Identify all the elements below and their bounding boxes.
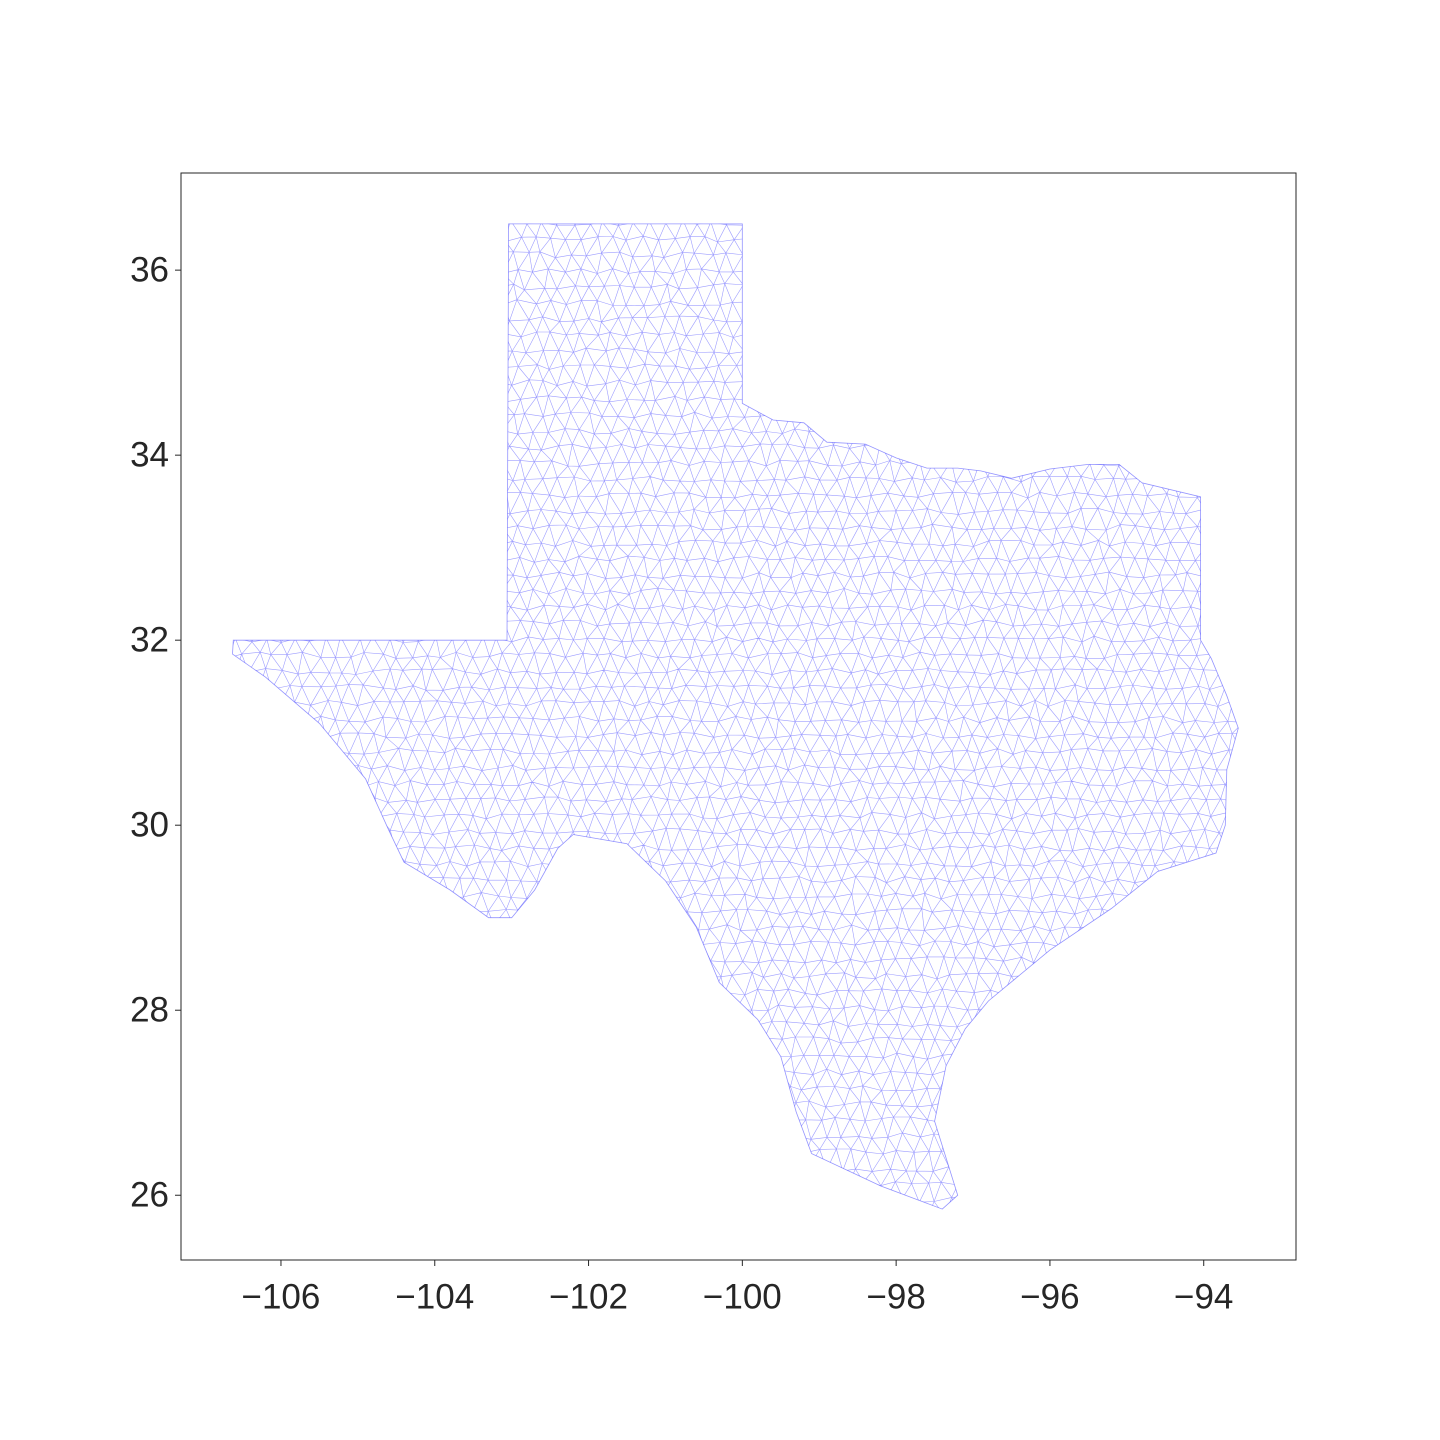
x-tick-label: −100 bbox=[703, 1278, 782, 1317]
y-tick-label: 28 bbox=[130, 991, 169, 1030]
x-tick-label: −102 bbox=[549, 1278, 628, 1317]
x-tick-label: −98 bbox=[866, 1278, 925, 1317]
y-tick-label: 26 bbox=[130, 1176, 169, 1215]
x-tick-label: −104 bbox=[395, 1278, 474, 1317]
x-tick-label: −106 bbox=[242, 1278, 321, 1317]
x-tick-label: −96 bbox=[1020, 1278, 1079, 1317]
y-axis: 26 28 30 32 34 36 bbox=[130, 251, 181, 1215]
x-axis: −106 −104 −102 −100 −98 −96 −94 bbox=[242, 1260, 1233, 1317]
x-tick-label: −94 bbox=[1174, 1278, 1233, 1317]
y-tick-label: 30 bbox=[130, 806, 169, 845]
axes-frame bbox=[180, 172, 1297, 1261]
region-boundary bbox=[232, 223, 1239, 1210]
y-tick-label: 32 bbox=[130, 621, 169, 660]
y-tick-label: 34 bbox=[130, 436, 169, 475]
y-tick-label: 36 bbox=[130, 251, 169, 290]
